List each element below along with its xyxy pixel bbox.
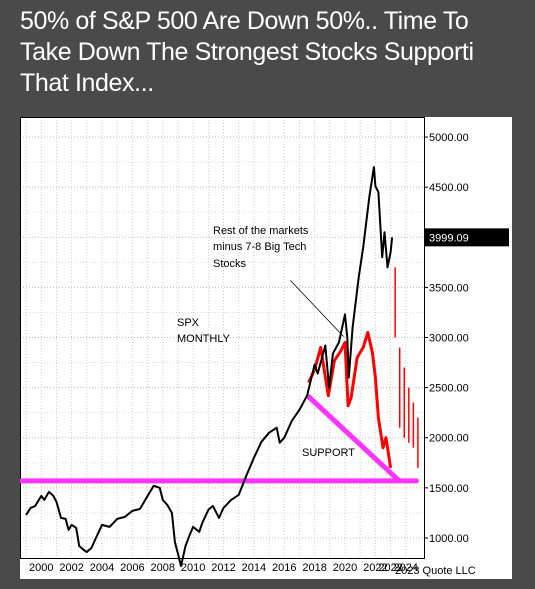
x-tick-label: 2014 [242,562,266,574]
spx-chart: 5000.004500.004000.003500.003000.002500.… [19,117,509,577]
x-tick-label: 2008 [151,562,175,574]
rest-label-line1: Rest of the markets [213,225,309,237]
rest-label-line2: minus 7-8 Big Tech [213,241,306,253]
chart-panel: 5000.004500.004000.003500.003000.002500.… [19,117,512,579]
rest-projection-dashes [394,267,419,468]
x-tick-label: 2024 [394,562,418,574]
y-tick-label: 1500.00 [429,483,469,495]
x-tick-label: 2006 [120,562,144,574]
last-price-label: 3999.09 [429,232,469,244]
headline: 50% of S&P 500 Are Down 50%.. Time To Ta… [20,7,474,97]
rest-label-line3: Stocks [213,258,247,270]
y-tick-label: 1000.00 [429,533,469,545]
x-tick-label: 2000 [29,562,53,574]
x-tick-label: 2012 [211,562,235,574]
y-tick-label: 2500.00 [429,383,469,395]
y-tick-label: 2000.00 [429,433,469,445]
y-tick-label: 5000.00 [429,132,469,144]
copyright-label: 2023 Quote LLC [395,565,476,577]
x-tick-label: 2022 [363,562,387,574]
spx-label-line2: MONTHLY [177,333,231,345]
y-tick-label: 3500.00 [429,282,469,294]
spx-label-line1: SPX [177,317,200,329]
x-tick-label: 2016 [272,562,296,574]
x-tick-label: 2020 [333,562,357,574]
rest-of-market-line [307,331,393,469]
x-tick-label: 2022 [378,562,402,574]
y-axis-ticks: 5000.004500.004000.003500.003000.002500.… [424,132,469,545]
x-tick-label: 2018 [302,562,326,574]
x-tick-label: 2010 [181,562,205,574]
last-price-box [425,228,509,247]
annotation-pointer [290,280,344,337]
y-tick-label: 4500.00 [429,182,469,194]
x-tick-label: 2002 [59,562,83,574]
x-axis-ticks: 2000 2002 2004 2006 2008 2010 2012 2014 2016 2018… [29,562,418,574]
y-tick-label: 3000.00 [429,333,469,345]
spx-monthly-line [25,166,394,567]
support-diagonal-line [306,394,401,483]
support-label: SUPPORT [302,447,355,459]
x-tick-label: 2004 [90,562,114,574]
